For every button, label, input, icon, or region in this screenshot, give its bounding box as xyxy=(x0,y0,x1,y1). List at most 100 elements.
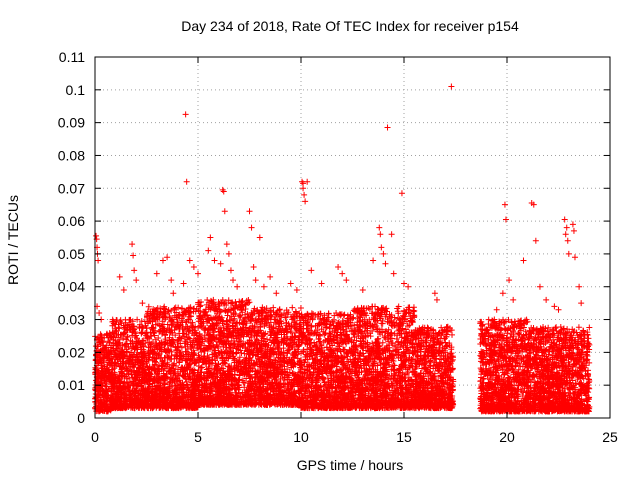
data-point xyxy=(172,304,179,311)
data-point xyxy=(128,402,135,409)
data-point xyxy=(103,408,110,415)
data-point xyxy=(131,405,138,412)
data-point xyxy=(186,361,193,368)
data-point xyxy=(95,378,102,385)
data-point xyxy=(192,323,199,330)
data-point xyxy=(95,368,102,375)
data-point xyxy=(100,357,107,364)
data-point xyxy=(126,387,133,394)
data-point xyxy=(97,388,104,395)
data-point xyxy=(110,345,117,352)
data-point xyxy=(129,354,136,361)
data-point xyxy=(92,390,99,397)
data-point xyxy=(97,331,104,338)
data-point xyxy=(135,339,142,346)
data-point xyxy=(128,368,135,375)
data-point xyxy=(123,340,130,347)
data-point xyxy=(109,374,116,381)
data-point xyxy=(95,343,102,350)
data-point xyxy=(145,303,152,310)
data-point xyxy=(110,320,117,327)
data-point xyxy=(108,366,115,373)
data-point xyxy=(117,318,124,325)
data-point xyxy=(152,321,159,328)
data-point xyxy=(104,388,111,395)
data-point xyxy=(138,318,145,325)
data-point xyxy=(120,331,127,338)
data-point xyxy=(96,356,103,363)
data-point xyxy=(121,351,128,358)
data-point xyxy=(106,330,113,337)
data-points xyxy=(92,83,593,415)
data-point xyxy=(98,400,105,407)
data-point xyxy=(110,377,117,384)
data-point xyxy=(118,395,125,402)
data-point xyxy=(123,378,130,385)
data-point xyxy=(132,329,139,336)
data-point xyxy=(114,388,121,395)
data-point xyxy=(117,358,124,365)
data-point xyxy=(123,336,130,343)
data-point xyxy=(137,349,144,356)
data-point xyxy=(102,383,109,390)
data-point xyxy=(105,373,112,380)
data-point xyxy=(126,398,133,405)
data-point xyxy=(158,322,165,329)
data-point xyxy=(110,334,117,341)
data-point xyxy=(118,366,125,373)
data-point xyxy=(115,375,122,382)
data-point xyxy=(108,351,115,358)
data-point xyxy=(101,363,108,370)
data-point xyxy=(122,392,129,399)
data-point xyxy=(117,405,124,412)
data-point xyxy=(104,361,111,368)
data-point xyxy=(95,336,102,343)
data-point xyxy=(112,337,119,344)
data-point xyxy=(123,404,130,411)
data-point xyxy=(111,330,118,337)
data-point xyxy=(134,338,141,345)
data-point xyxy=(186,335,193,342)
data-point xyxy=(164,346,171,353)
data-point xyxy=(297,305,304,312)
data-point xyxy=(173,347,180,354)
data-point xyxy=(109,393,116,400)
data-point xyxy=(100,351,107,358)
chart-title: Day 234 of 2018, Rate Of TEC Index for r… xyxy=(181,18,519,34)
data-point xyxy=(120,322,127,329)
data-point xyxy=(101,334,108,341)
data-point xyxy=(111,359,118,366)
data-point xyxy=(123,365,130,372)
data-point xyxy=(111,325,118,332)
data-point xyxy=(110,404,117,411)
data-point xyxy=(134,353,141,360)
data-point xyxy=(99,338,106,345)
data-point xyxy=(147,329,154,336)
data-point xyxy=(155,335,162,342)
data-point xyxy=(126,316,133,323)
data-point xyxy=(109,401,116,408)
data-point xyxy=(95,360,102,367)
data-point xyxy=(232,299,239,306)
data-point xyxy=(106,339,113,346)
data-point xyxy=(129,323,136,330)
data-point xyxy=(126,321,133,328)
data-point xyxy=(123,396,130,403)
data-point xyxy=(135,369,142,376)
data-point xyxy=(133,345,140,352)
data-point xyxy=(132,400,139,407)
data-point xyxy=(142,340,149,347)
data-point xyxy=(113,380,120,387)
data-point xyxy=(117,348,124,355)
data-point xyxy=(117,379,124,386)
data-point xyxy=(129,382,136,389)
data-point xyxy=(120,391,127,398)
data-point xyxy=(135,381,142,388)
data-point xyxy=(139,353,146,360)
data-point xyxy=(124,348,131,355)
data-point xyxy=(137,321,144,328)
data-point xyxy=(103,397,110,404)
data-point xyxy=(120,373,127,380)
data-point xyxy=(131,393,138,400)
